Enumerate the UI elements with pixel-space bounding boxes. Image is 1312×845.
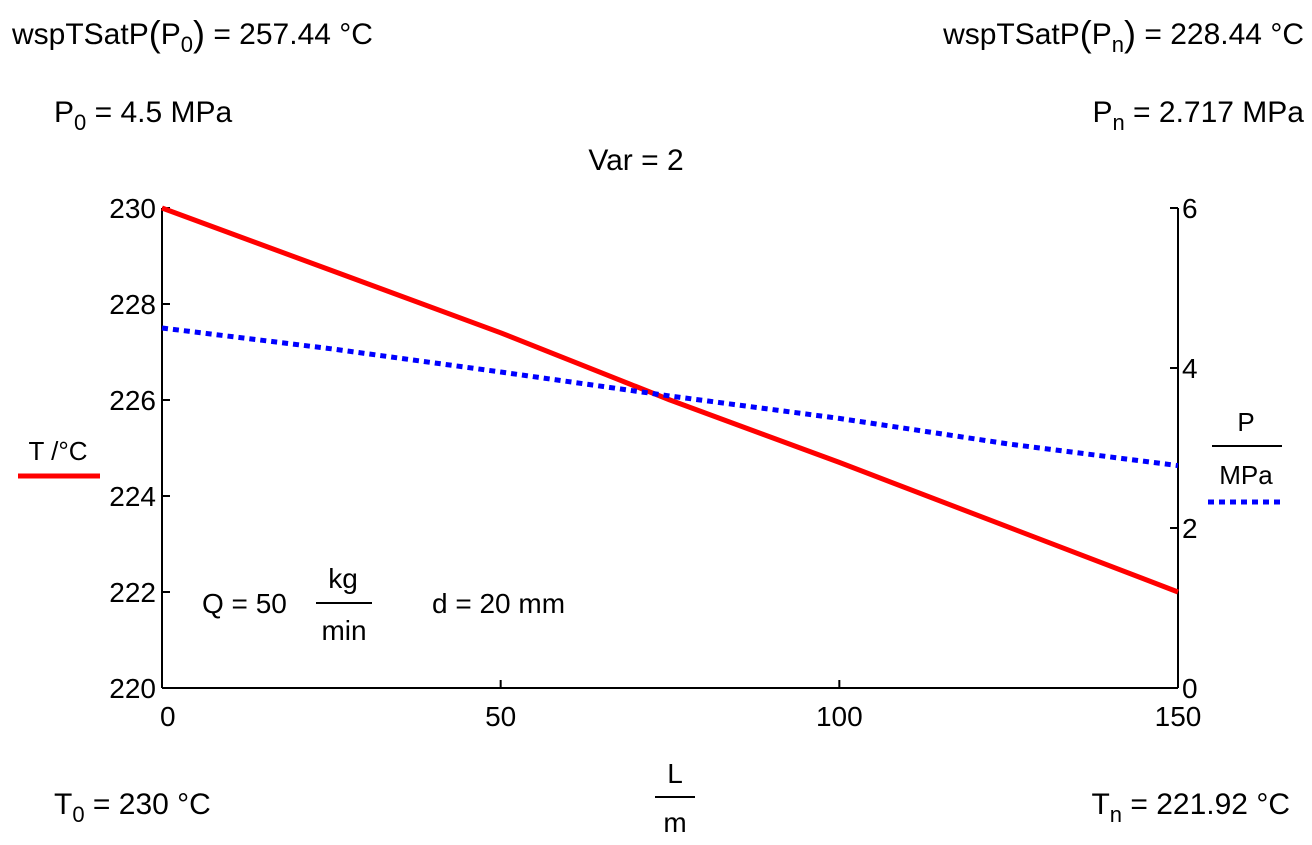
t0-value: T0 = 230 °C [54, 788, 211, 826]
wsp-tsatp-p0: wspTSatP(P0) = 257.44 °C [12, 14, 373, 56]
series-group [161, 205, 1179, 595]
temperature-series-line [161, 205, 1179, 595]
pn-value: Pn = 2.717 MPa [1092, 96, 1304, 134]
wsp-right-arg: P [1091, 18, 1112, 51]
x-label-den: m [663, 807, 686, 838]
y-left-tick-label: 226 [109, 385, 156, 416]
t0-symbol: T [54, 788, 73, 821]
tn-sub: n [1109, 802, 1123, 827]
y-left-axis-ticks: 220 222 224 226 228 230 [109, 193, 170, 704]
paren-open: ( [148, 13, 161, 54]
axes-frame [161, 208, 1179, 689]
wsp-left-sub: 0 [180, 32, 193, 57]
y-right-axis-ticks: 0 2 4 6 [1170, 193, 1198, 704]
wsp-left-arg: P [160, 18, 181, 51]
flow-rate-prefix: Q = 50 [202, 588, 287, 619]
pressure-series-line [161, 325, 1179, 469]
p0-rest: = 4.5 MPa [86, 96, 233, 129]
y-right-tick-label: 0 [1182, 673, 1198, 704]
pn-rest: = 2.717 MPa [1124, 96, 1304, 129]
y-right-tick-label: 6 [1182, 193, 1198, 224]
tn-symbol: T [1091, 788, 1110, 821]
x-tick-label: 150 [1155, 701, 1202, 732]
paren-close: ) [192, 13, 205, 54]
chart-title: Var = 2 [588, 144, 683, 177]
paren-close: ) [1124, 13, 1137, 54]
flow-rate-unit-num: kg [328, 563, 358, 594]
x-tick-label: 50 [485, 701, 516, 732]
y-right-tick-label: 2 [1182, 513, 1198, 544]
y-left-tick-label: 222 [109, 577, 156, 608]
x-tick-label: 100 [816, 701, 863, 732]
p0-symbol: P [54, 96, 75, 129]
wsp-left-fn: wspTSatP [12, 18, 149, 51]
x-axis-ticks: 0 50 100 150 [160, 680, 1201, 732]
tn-value: Tn = 221.92 °C [1091, 788, 1290, 826]
paren-open: ( [1079, 13, 1092, 54]
y-right-label-den: MPa [1219, 460, 1273, 490]
y-left-tick-label: 230 [109, 193, 156, 224]
wsp-right-fn: wspTSatP [943, 18, 1080, 51]
y-left-tick-label: 220 [109, 673, 156, 704]
y-right-label-num: P [1237, 407, 1254, 437]
p0-value: P0 = 4.5 MPa [54, 96, 233, 134]
pn-sub: n [1112, 110, 1125, 135]
diameter-label: d = 20 mm [432, 588, 565, 619]
wsp-right-value: = 228.44 °C [1136, 18, 1304, 51]
tn-rest: = 221.92 °C [1122, 788, 1290, 821]
wsp-right-sub: n [1111, 32, 1125, 57]
x-label-num: L [667, 758, 683, 789]
y-left-tick-label: 228 [109, 289, 156, 320]
y-left-tick-label: 224 [109, 481, 156, 512]
t0-sub: 0 [72, 802, 85, 827]
t0-rest: = 230 °C [84, 788, 211, 821]
y-left-label: T /°C [28, 436, 87, 466]
flow-rate-unit-den: min [321, 615, 366, 646]
wsp-left-value: = 257.44 °C [204, 18, 373, 51]
x-tick-label: 0 [160, 701, 176, 732]
p0-sub: 0 [74, 110, 87, 135]
wsp-tsatp-pn: wspTSatP(Pn) = 228.44 °C [943, 14, 1304, 56]
pn-symbol: P [1092, 96, 1113, 129]
y-right-tick-label: 4 [1182, 353, 1198, 384]
